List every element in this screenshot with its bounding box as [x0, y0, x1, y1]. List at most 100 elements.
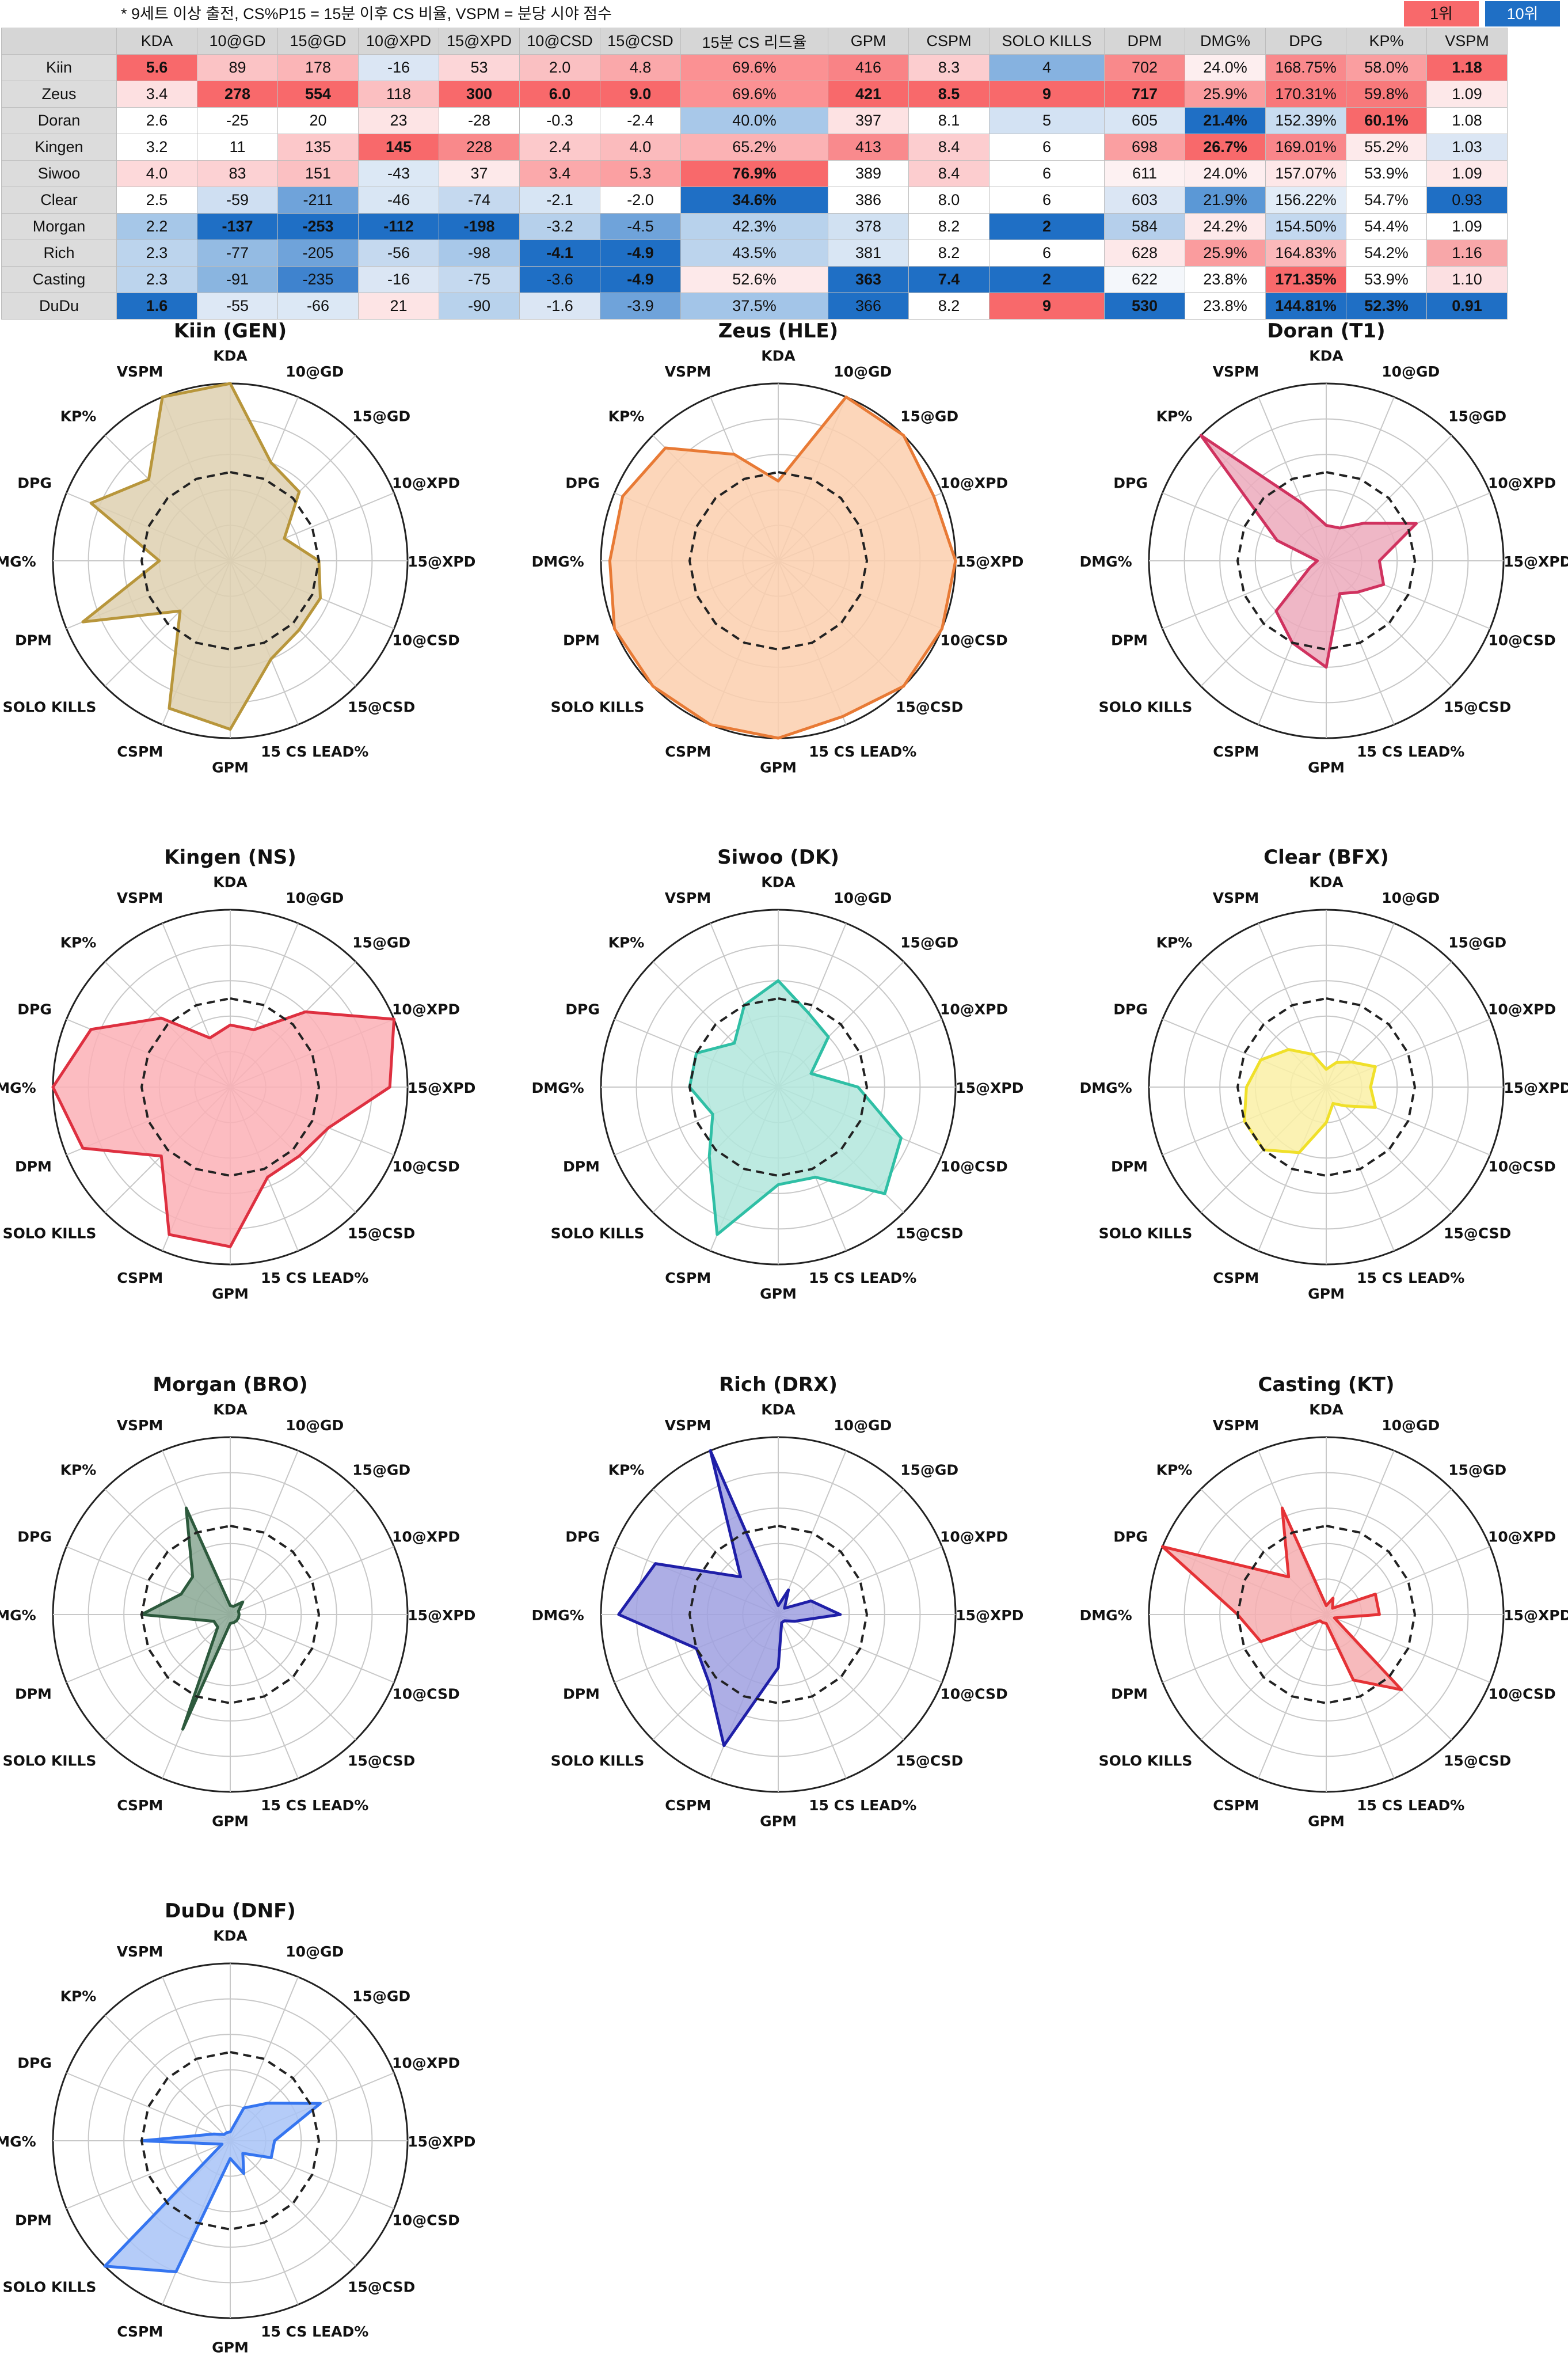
radar-axis-label: KP%	[60, 1461, 97, 1478]
stat-cell: 144.81%	[1265, 292, 1346, 320]
radar-axis-label: 15@CSD	[896, 1225, 963, 1242]
radar-axis-label: 10@XPD	[392, 1528, 460, 1545]
radar-axis-label: DPG	[565, 474, 600, 491]
radar-axis-label: 15@CSD	[348, 699, 415, 716]
stat-cell: 11	[197, 134, 278, 161]
radar-axis-label: CSPM	[665, 1797, 711, 1814]
radar-axis-label: 15@GD	[900, 408, 958, 424]
stat-cell: 386	[828, 187, 909, 214]
radar-axis-label: GPM	[212, 759, 249, 776]
stat-cell: -16	[358, 54, 439, 81]
radar-axis-label: 10@CSD	[392, 632, 459, 649]
stat-cell: 2.5	[116, 187, 197, 214]
radar-axis-label: 10@XPD	[1488, 1001, 1556, 1017]
radar-axis-label: KP%	[1156, 1461, 1193, 1478]
stat-cell: 168.75%	[1265, 54, 1346, 81]
player-name: Casting	[1, 266, 117, 293]
table-row: Kiin 5.6 89 178 -16 53 2.0 4.8 69.6% 416 8.3 4 702 24…	[1, 54, 1508, 81]
radar-axis-label: SOLO KILLS	[551, 1225, 645, 1242]
radar-axis-label: VSPM	[1213, 363, 1259, 380]
radar-axis-label: SOLO KILLS	[3, 1225, 97, 1242]
stat-cell: 145	[358, 134, 439, 161]
stat-cell: 171.35%	[1265, 266, 1346, 293]
stat-cell: 23.8%	[1185, 266, 1266, 293]
stat-cell: 2	[989, 266, 1105, 293]
stat-cell: 9	[989, 81, 1105, 108]
radar-axis-label: VSPM	[117, 1943, 163, 1960]
table-row: Morgan 2.2 -137 -253 -112 -198 -3.2 -4.5 42.3% 37…	[1, 213, 1508, 240]
stat-cell: 8.0	[908, 187, 989, 214]
radar-axis-label: 15@GD	[352, 1988, 410, 2004]
radar-axis-label: DMG%	[0, 2133, 36, 2150]
radar-axis-label: VSPM	[665, 890, 711, 906]
stat-cell: 65.2%	[680, 134, 828, 161]
radar-axis-label: 15@XPD	[408, 2133, 475, 2150]
column-header: 10@XPD	[358, 28, 439, 55]
stat-cell: 416	[828, 54, 909, 81]
radar-axis-label: DPM	[563, 1686, 600, 1703]
stat-cell: 389	[828, 160, 909, 187]
table-row: Clear 2.5 -59 -211 -46 -74 -2.1 -2.0 34.6% 386 8.0…	[1, 187, 1508, 214]
column-header: 10@GD	[197, 28, 278, 55]
radar-title: Kingen (NS)	[164, 846, 296, 869]
stat-cell: 413	[828, 134, 909, 161]
radar-axis-label: GPM	[212, 1813, 249, 1829]
radar-axis-label: CSPM	[1213, 743, 1259, 760]
stat-cell: 53.9%	[1346, 266, 1427, 293]
stat-cell: 605	[1104, 107, 1185, 134]
table-row: Siwoo 4.0 83 151 -43 37 3.4 5.3 76.9% 389 8.4 6 611 2…	[1, 160, 1508, 187]
stat-cell: 37	[439, 160, 520, 187]
column-header: DPM	[1104, 28, 1185, 55]
radar-axis-label: VSPM	[1213, 890, 1259, 906]
radar-axis-label: CSPM	[1213, 1797, 1259, 1814]
stat-cell: -235	[277, 266, 359, 293]
radar-spoke	[230, 2140, 356, 2267]
stat-cell: 69.6%	[680, 81, 828, 108]
radar-spoke	[230, 1546, 394, 1615]
radar-axis-label: CSPM	[665, 1270, 711, 1286]
stat-cell: -16	[358, 266, 439, 293]
stat-cell: 3.2	[116, 134, 197, 161]
column-header: SOLO KILLS	[989, 28, 1105, 55]
radar-axis-label: 15@XPD	[956, 1607, 1023, 1624]
radar-chart: Morgan (BRO) KDA 10@GD 15@GD 10@XPD 15@XPD 10@…	[0, 1373, 475, 1829]
radar-axis-label: 15@XPD	[956, 553, 1023, 570]
stat-cell: 164.83%	[1265, 240, 1346, 267]
radar-axis-label: 10@XPD	[940, 1528, 1008, 1545]
stat-cell: 24.0%	[1185, 160, 1266, 187]
stat-cell: 8.2	[908, 213, 989, 240]
radar-axis-label: GPM	[212, 2339, 249, 2356]
radar-axis-label: 10@XPD	[392, 474, 460, 491]
stat-cell: -91	[197, 266, 278, 293]
radar-axis-label: 10@XPD	[392, 1001, 460, 1017]
stat-cell: -25	[197, 107, 278, 134]
radar-axis-label: SOLO KILLS	[551, 1753, 645, 1769]
stat-cell: 228	[439, 134, 520, 161]
radar-axis-label: 10@CSD	[1488, 1158, 1555, 1175]
radar-series-player	[617, 1449, 842, 1748]
radar-axis-label: VSPM	[665, 363, 711, 380]
radar-axis-label: 15@GD	[1448, 408, 1506, 424]
radar-axis-label: 10@GD	[834, 363, 892, 380]
stat-cell: 1.08	[1426, 107, 1508, 134]
stat-cell: 530	[1104, 292, 1185, 320]
radar-title: Casting (KT)	[1258, 1373, 1394, 1396]
radar-axis-label: 15@XPD	[408, 553, 475, 570]
stat-cell: 2.3	[116, 266, 197, 293]
radar-axis-label: CSPM	[665, 743, 711, 760]
stat-cell: 6.0	[519, 81, 600, 108]
radar-axis-label: KP%	[608, 1461, 645, 1478]
radar-axis-label: DPM	[15, 1686, 52, 1703]
stat-cell: -2.1	[519, 187, 600, 214]
radar-axis-label: 15@GD	[900, 934, 958, 951]
stat-cell: 6	[989, 240, 1105, 267]
stat-cell: 21.4%	[1185, 107, 1266, 134]
radar-title: Morgan (BRO)	[153, 1373, 307, 1396]
column-header: 10@CSD	[519, 28, 600, 55]
column-header: 15@CSD	[600, 28, 681, 55]
radar-axis-label: 15@CSD	[348, 1225, 415, 1242]
radar-axis-label: 15@CSD	[896, 1753, 963, 1769]
radar-title: Clear (BFX)	[1263, 846, 1389, 869]
radar-axis-label: SOLO KILLS	[3, 1753, 97, 1769]
stat-cell: -74	[439, 187, 520, 214]
